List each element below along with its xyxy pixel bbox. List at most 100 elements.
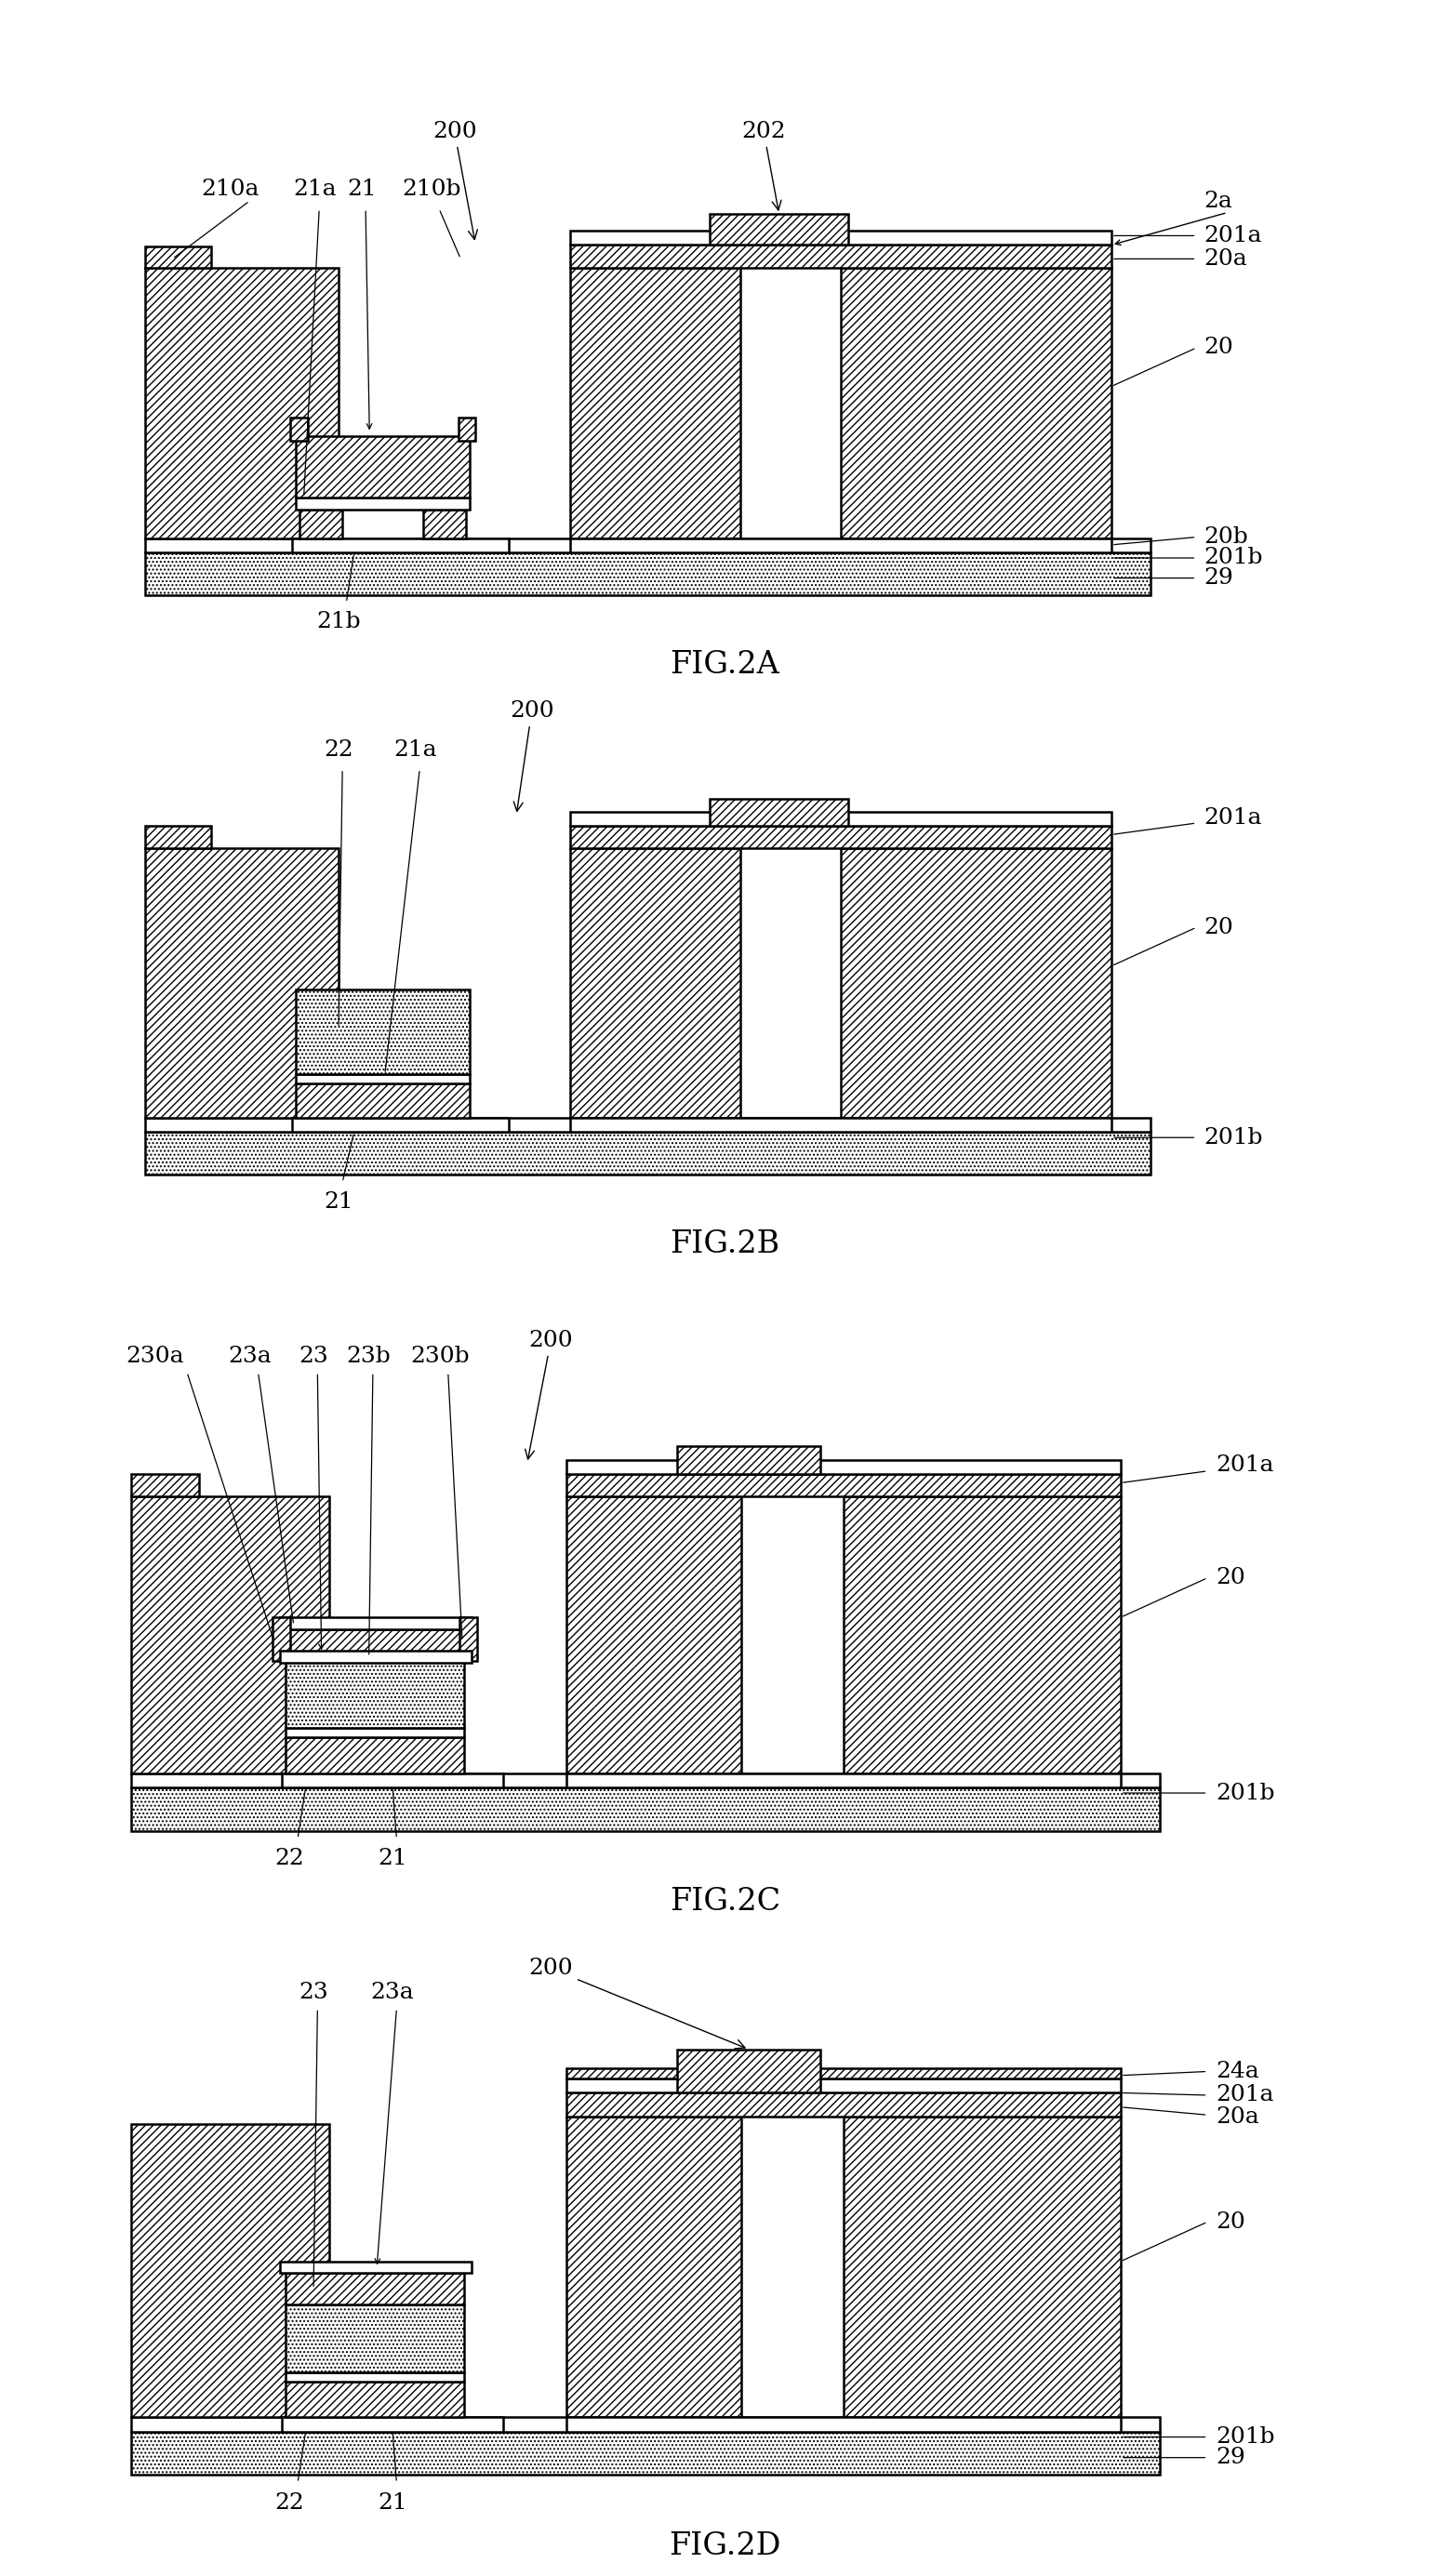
Bar [300,510,342,538]
Bar [570,232,1112,245]
Text: FIG.2D: FIG.2D [668,2532,782,2561]
Text: 20: 20 [1204,337,1234,358]
Bar [281,2416,503,2432]
Text: 22: 22 [323,739,354,760]
Text: 20: 20 [1215,1566,1246,1589]
Bar [280,1618,471,1628]
Bar [132,1788,1160,1832]
Bar [841,848,1112,1118]
Text: 29: 29 [1215,2447,1246,2468]
Bar [567,1772,1121,1788]
Text: 201b: 201b [1204,546,1263,569]
Text: 29: 29 [1204,567,1234,590]
Text: 230b: 230b [410,1345,470,1368]
Bar [570,268,741,538]
Bar [296,1074,470,1084]
Bar [570,245,1112,268]
Text: 230a: 230a [126,1345,184,1368]
Bar [296,989,470,1074]
Bar [844,1497,1121,1772]
Bar [296,435,470,497]
Text: 202: 202 [741,121,786,211]
Bar [273,1618,290,1662]
Bar [570,538,1112,554]
Bar [132,2416,1160,2432]
Bar [423,510,465,538]
Bar [677,2050,819,2092]
Bar [145,247,212,268]
Bar [570,1118,1112,1133]
Text: 210a: 210a [202,178,260,201]
Bar [145,268,338,538]
Text: 200: 200 [529,1958,745,2048]
Bar [145,1118,1150,1133]
Bar [280,2262,471,2272]
Bar [567,1497,741,1772]
Text: 20: 20 [1204,917,1234,938]
Text: 20a: 20a [1204,247,1247,270]
Bar [567,2069,1121,2079]
Text: 23b: 23b [347,1345,392,1368]
Text: 201b: 201b [1215,1783,1275,1803]
Bar [296,497,470,510]
Text: 22: 22 [276,1847,304,1870]
Text: 201a: 201a [1204,224,1263,247]
Bar [145,827,212,848]
Text: 200: 200 [509,701,554,811]
Bar [293,1118,509,1133]
Bar [296,1084,470,1118]
Bar [132,1473,199,1497]
Bar [286,1628,464,1662]
Text: 21: 21 [378,1847,407,1870]
Bar [286,1728,464,1739]
Bar [567,2092,1121,2117]
Bar [286,1739,464,1772]
Text: 21b: 21b [316,611,361,634]
Text: 2a: 2a [1204,191,1233,211]
Text: 201b: 201b [1215,2427,1275,2447]
Text: 210b: 210b [402,178,461,201]
Text: 21a: 21a [394,739,438,760]
Text: 20b: 20b [1204,526,1248,549]
Bar [567,1473,1121,1497]
Text: FIG.2B: FIG.2B [670,1229,780,1260]
Bar [132,2125,329,2416]
Bar [286,2383,464,2416]
Text: 21: 21 [347,178,377,201]
Bar [841,268,1112,538]
Text: 201a: 201a [1204,806,1263,829]
Bar [290,417,307,440]
Text: 23a: 23a [371,1981,415,2004]
Text: 20a: 20a [1215,2107,1259,2128]
Text: 21a: 21a [294,178,336,201]
Text: 23: 23 [299,1345,328,1368]
Text: FIG.2C: FIG.2C [670,1888,780,1917]
Text: 200: 200 [432,121,477,240]
Bar [132,2432,1160,2476]
Text: 20: 20 [1215,2210,1246,2233]
Bar [145,554,1150,595]
Text: 201a: 201a [1215,1455,1273,1476]
Bar [570,811,1112,827]
Bar [280,1651,471,1662]
Text: 22: 22 [276,2491,304,2514]
Text: 200: 200 [525,1329,573,1458]
Bar [293,538,509,554]
Bar [145,538,1150,554]
Bar [286,2306,464,2372]
Bar [458,417,476,440]
Bar [677,1448,819,1473]
Bar [286,2272,464,2306]
Bar [145,848,338,1118]
Bar [567,1461,1121,1473]
Text: 21: 21 [323,1190,354,1213]
Bar [567,2117,741,2416]
Bar [145,1133,1150,1175]
Text: 23: 23 [299,1981,328,2004]
Bar [567,2416,1121,2432]
Text: 24a: 24a [1215,2061,1259,2081]
Bar [709,214,848,245]
Bar [570,848,741,1118]
Bar [567,2079,1121,2092]
Text: 201b: 201b [1204,1126,1263,1149]
